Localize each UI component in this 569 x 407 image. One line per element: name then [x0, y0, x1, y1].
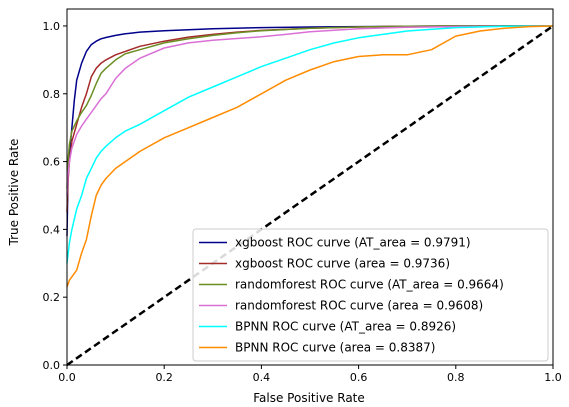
y-tick-label: 0.0	[43, 359, 61, 372]
y-tick-label: 0.6	[43, 156, 61, 169]
legend-entry-label: xgboost ROC curve (area = 0.9736)	[235, 257, 450, 271]
x-tick-label: 0.8	[447, 371, 465, 384]
series-line-3	[66, 25, 553, 189]
legend-entry-label: BPNN ROC curve (AT_area = 0.8926)	[235, 320, 456, 334]
y-tick-label: 0.4	[43, 223, 61, 236]
x-tick-label: 0.4	[253, 371, 271, 384]
series-line-4	[66, 25, 554, 196]
legend: xgboost ROC curve (AT_area = 0.9791) xgbo…	[192, 228, 549, 362]
x-tick-label: 0.0	[58, 371, 76, 384]
axes-group: 0.0 0.2 0.4 0.6 0.8 1.0 0.0 0.2 0.4 0.6 0.8 1.0	[43, 8, 562, 384]
x-tick-label: 0.2	[155, 371, 173, 384]
series-line-5	[66, 25, 554, 264]
y-tick-label: 0.2	[43, 291, 61, 304]
legend-entry-label: randomforest ROC curve (AT_area = 0.9664…	[235, 278, 504, 292]
legend-entry-label: BPNN ROC curve (area = 0.8387)	[235, 341, 435, 355]
legend-box	[192, 228, 549, 362]
series-group	[66, 24, 554, 367]
legend-entry-label: randomforest ROC curve (area = 0.9608)	[235, 299, 483, 313]
series-line-6	[66, 25, 554, 288]
plot-frame	[66, 8, 554, 366]
y-axis-label: True Positive Rate	[7, 139, 21, 247]
legend-entry-label: xgboost ROC curve (AT_area = 0.9791)	[235, 236, 471, 250]
x-tick-label: 1.0	[544, 371, 562, 384]
y-tick-label: 1.0	[43, 20, 61, 33]
y-tick-label: 0.8	[43, 88, 61, 101]
x-axis-label: False Positive Rate	[253, 391, 365, 405]
x-tick-label: 0.6	[350, 371, 368, 384]
